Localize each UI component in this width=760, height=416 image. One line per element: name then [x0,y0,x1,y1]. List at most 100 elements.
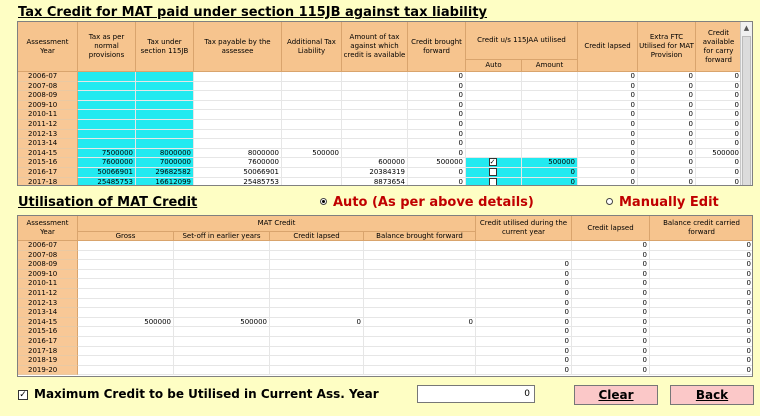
cell-tax-normal[interactable] [78,119,136,130]
cell-amount[interactable] [522,110,578,120]
cell-tax-normal[interactable] [78,100,136,111]
hdr2-credit-lapsed: Credit lapsed [270,232,364,241]
table-row[interactable]: 2015-16 7600000 7000000 7600000 600000 500000… [18,158,742,168]
checkbox-checked-icon[interactable]: ✓ [488,158,497,167]
cell-amount[interactable] [522,148,578,159]
table-row[interactable]: 2006-07 0 0 0 0 [18,72,742,82]
cell-tax-normal[interactable]: 7600000 [78,158,136,168]
clear-button[interactable]: Clear [574,385,658,405]
cell-amount[interactable]: 0 [522,177,578,185]
cell-tax-115jb[interactable] [136,129,194,140]
radio-selected-icon[interactable] [320,198,327,205]
cell-tax-normal[interactable] [78,72,136,82]
cell-amount[interactable] [522,100,578,111]
cell-tax-115jb[interactable] [136,72,194,82]
table-row[interactable]: 2015-16 0 0 0 [18,327,752,337]
cell-amount[interactable] [522,139,578,149]
cell-credit-bf: 0 [408,110,466,120]
back-button[interactable]: Back [670,385,754,405]
cell-balance-bf [364,279,476,289]
cell-tax-115jb[interactable]: 16612099 [136,177,194,185]
scroll-up-icon[interactable]: ▲ [743,24,750,32]
cell-tax-115jb[interactable] [136,139,194,149]
cell-tax-normal[interactable] [78,110,136,120]
cell-tax-normal[interactable] [78,91,136,101]
table-row[interactable]: 2010-11 0 0 0 [18,279,752,289]
top-vertical-scrollbar[interactable]: ▲ [740,22,752,185]
table-row[interactable]: 2017-18 25485753 16612099 25485753 8873654 0 0… [18,177,742,185]
cell-amount[interactable] [522,91,578,101]
table-row[interactable]: 2008-09 0 0 0 [18,260,752,270]
mat-utilisation-grid[interactable]: Assessment Year MAT Credit Gross Set-off… [17,215,753,377]
cell-amount[interactable]: 0 [522,167,578,178]
table-row[interactable]: 2016-17 50066901 29682582 50066901 20384319 0… [18,167,742,178]
cell-amount[interactable] [522,129,578,140]
checkbox-icon[interactable] [488,167,497,176]
cell-tax-normal[interactable] [78,129,136,140]
cell-auto[interactable] [466,81,522,92]
table-row[interactable]: 2006-07 0 0 [18,241,752,251]
cell-tax-115jb[interactable] [136,100,194,111]
cell-lapsed [270,327,364,337]
table-row[interactable]: 2008-09 0 0 0 0 [18,91,742,101]
table-row[interactable]: 2007-08 0 0 [18,250,752,261]
table-row[interactable]: 2013-14 0 0 0 0 [18,139,742,149]
cell-tax-normal[interactable]: 50066901 [78,167,136,178]
cell-auto[interactable] [466,139,522,149]
cell-auto[interactable] [466,177,522,185]
table-row[interactable]: 2013-14 0 0 0 [18,308,752,318]
cell-auto[interactable] [466,148,522,159]
table-row[interactable]: 2011-12 0 0 0 [18,288,752,299]
cell-lapsed2: 0 [572,365,650,376]
cell-amount[interactable] [522,72,578,82]
table-row[interactable]: 2014-15 7500000 8000000 8000000 500000 0 0 0 500… [18,148,742,159]
cell-tax-115jb[interactable] [136,81,194,92]
cell-auto[interactable] [466,119,522,130]
cell-tax-normal[interactable] [78,81,136,92]
table-row[interactable]: 2012-13 0 0 0 [18,298,752,309]
table-row[interactable]: 2018-19 0 0 0 [18,356,752,366]
cell-tax-115jb[interactable]: 7000000 [136,158,194,168]
cell-tax-115jb[interactable]: 29682582 [136,167,194,178]
cell-tax-115jb[interactable] [136,91,194,101]
table-row[interactable]: 2019-20 0 0 0 [18,365,752,376]
table-row[interactable]: 2009-10 0 0 0 0 [18,100,742,111]
cell-tax-normal[interactable]: 25485753 [78,177,136,185]
cell-tax-115jb[interactable] [136,110,194,120]
cell-auto[interactable] [466,91,522,101]
cell-tax-115jb[interactable]: 8000000 [136,148,194,159]
cell-amount[interactable] [522,119,578,130]
radio-unselected-icon[interactable] [606,198,613,205]
table-row[interactable]: 2012-13 0 0 0 0 [18,129,742,140]
table-row[interactable]: 2016-17 0 0 0 [18,336,752,347]
table-row[interactable]: 2010-11 0 0 0 0 [18,110,742,120]
manual-radio[interactable]: Manually Edit [606,195,719,210]
cell-auto[interactable] [466,129,522,140]
cell-auto[interactable] [466,100,522,111]
cell-auto[interactable]: ✓ [466,158,522,168]
cell-gross [78,327,174,337]
table-row[interactable]: 2017-18 0 0 0 [18,346,752,357]
cell-auto[interactable] [466,167,522,178]
cell-gross [78,336,174,347]
cell-tax-normal[interactable]: 7500000 [78,148,136,159]
auto-radio[interactable]: Auto (As per above details) [320,195,534,210]
cell-auto[interactable] [466,72,522,82]
cell-tax-115jb[interactable] [136,119,194,130]
max-credit-checkbox[interactable]: ✓ Maximum Credit to be Utilised in Curren… [18,387,379,401]
cell-amount[interactable] [522,81,578,92]
table-row[interactable]: 2014-15 500000 500000 0 0 0 0 0 [18,317,752,328]
scroll-thumb[interactable] [742,36,751,185]
cell-amount[interactable]: 500000 [522,158,578,168]
table-row[interactable]: 2007-08 0 0 0 0 [18,81,742,92]
cell-tax-normal[interactable] [78,139,136,149]
table-row[interactable]: 2011-12 0 0 0 0 [18,119,742,130]
checkbox-icon[interactable] [488,177,497,185]
checkbox-checked-icon[interactable]: ✓ [18,389,28,400]
tax-credit-grid[interactable]: Assessment Year Tax as per normal provis… [17,21,753,186]
cell-amount-available [342,129,408,140]
max-credit-input[interactable]: 0 [417,385,535,403]
cell-tax-payable: 50066901 [194,167,282,178]
cell-auto[interactable] [466,110,522,120]
table-row[interactable]: 2009-10 0 0 0 [18,269,752,280]
